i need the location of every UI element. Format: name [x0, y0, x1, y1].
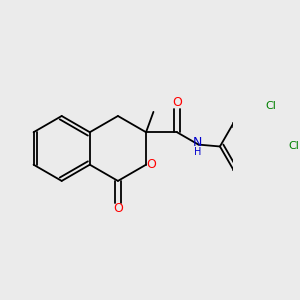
- Text: O: O: [113, 202, 123, 215]
- Text: N: N: [193, 136, 202, 149]
- Text: H: H: [194, 146, 201, 157]
- Text: Cl: Cl: [265, 100, 276, 111]
- Text: O: O: [146, 158, 156, 171]
- Text: Cl: Cl: [289, 142, 300, 152]
- Text: O: O: [172, 96, 182, 109]
